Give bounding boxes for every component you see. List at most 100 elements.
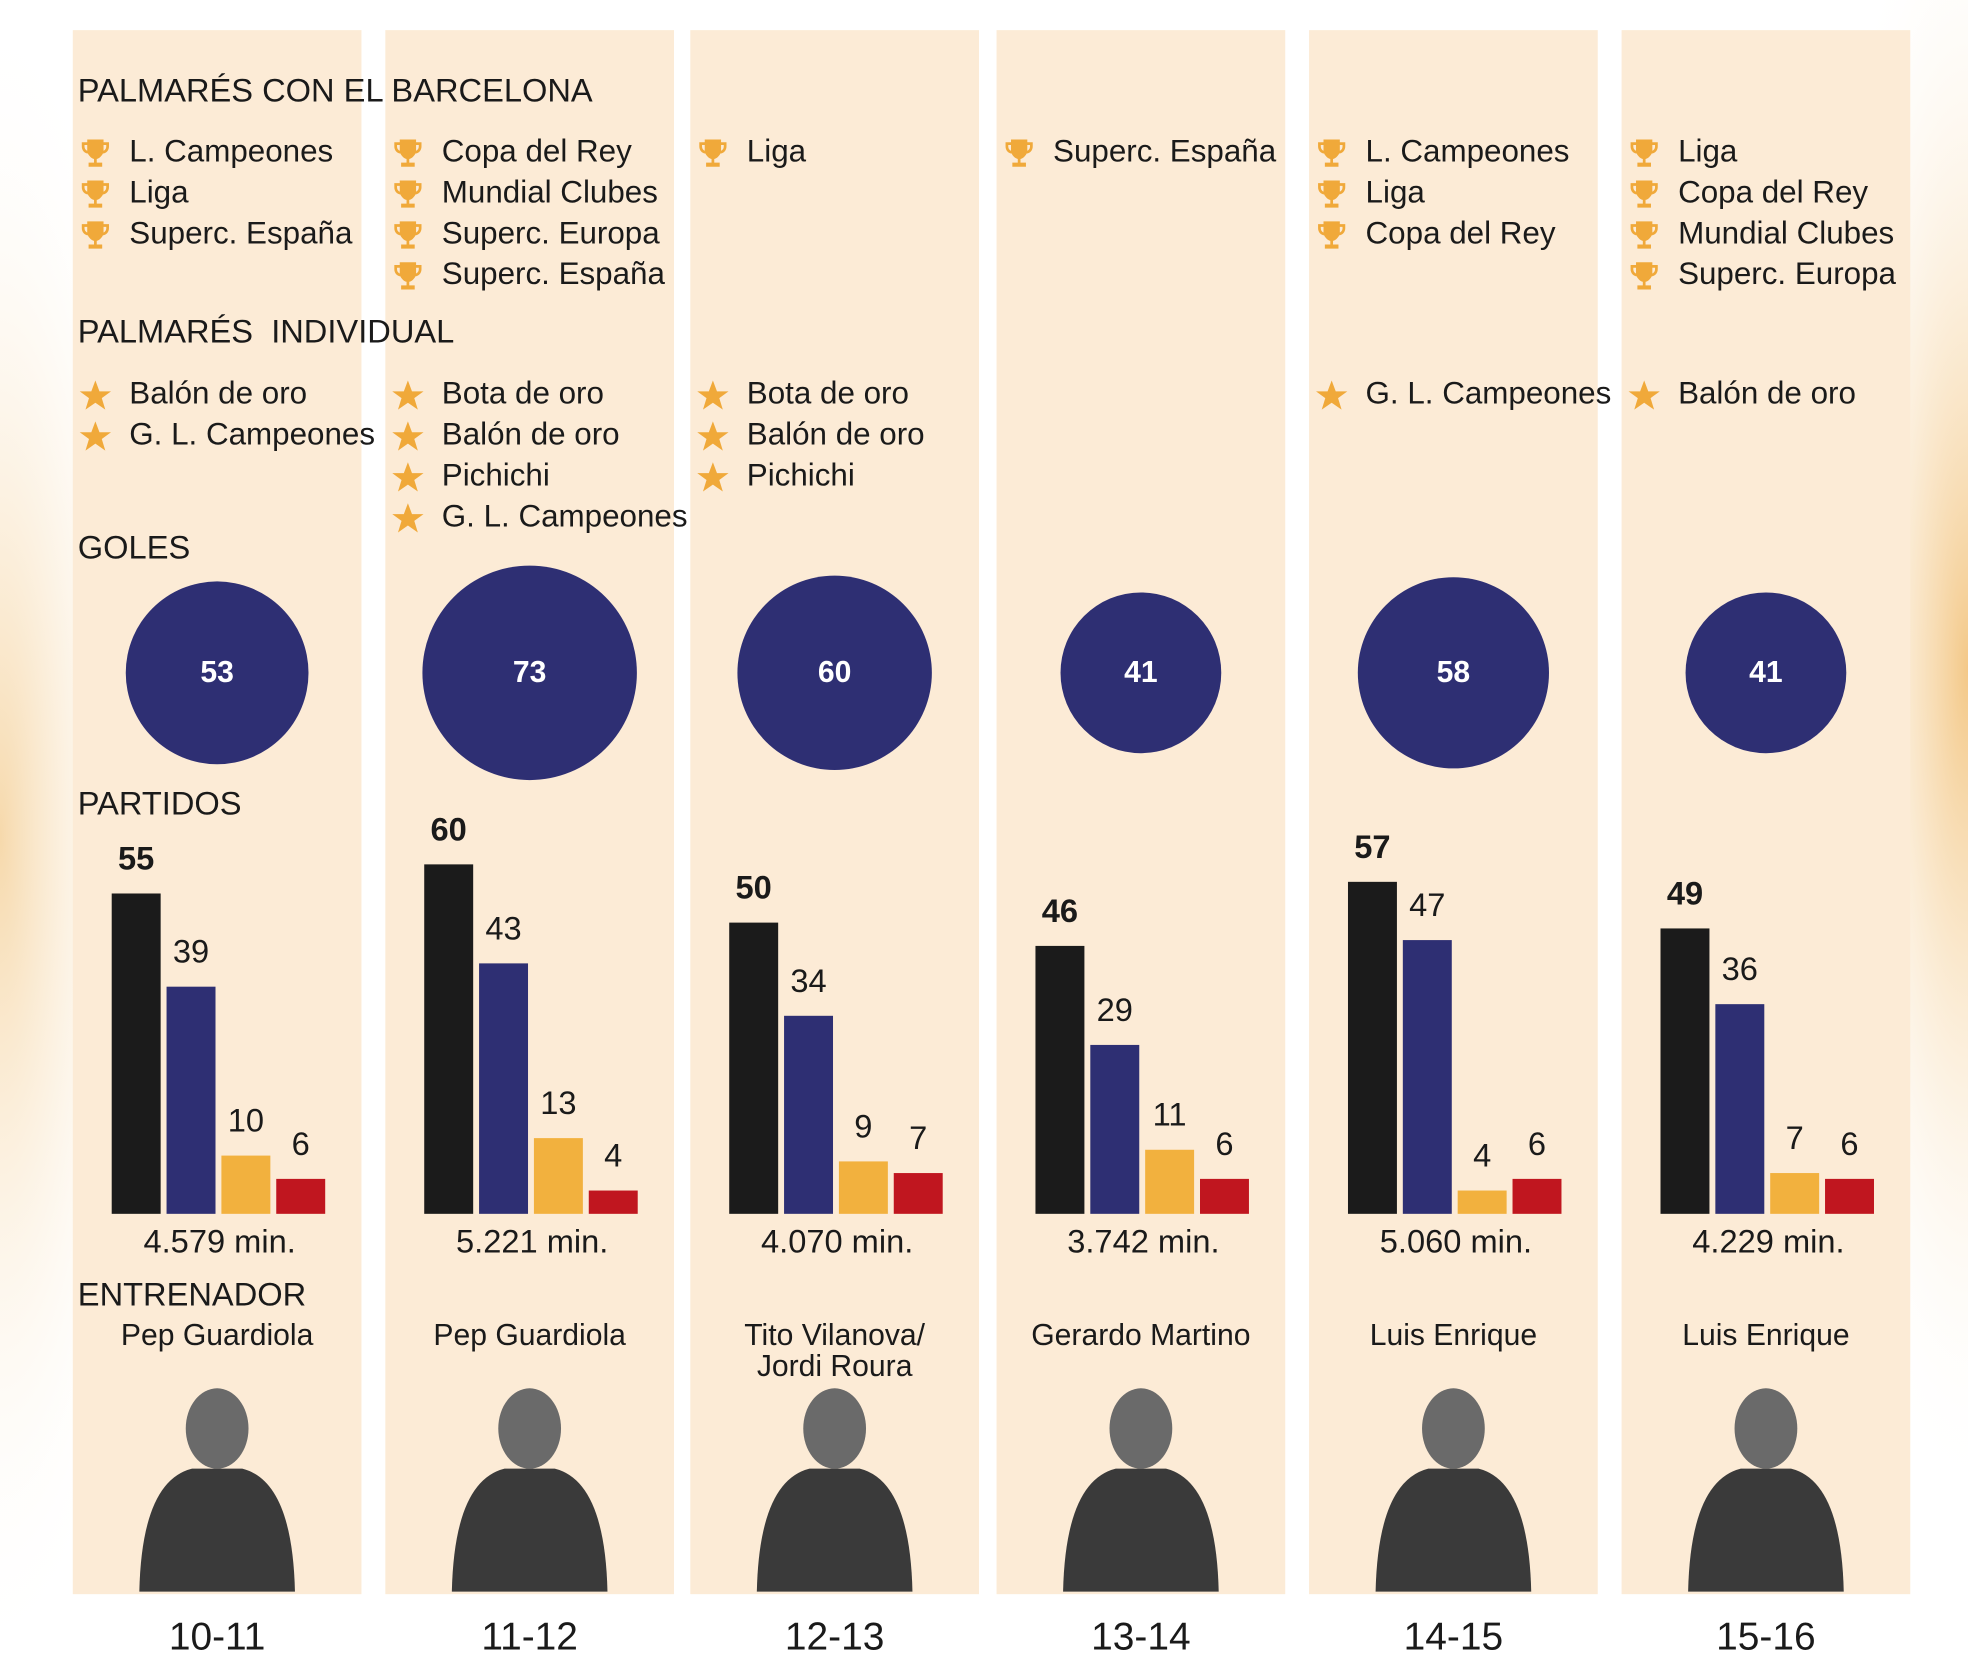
season-column	[1309, 30, 1598, 1595]
season-label: 13-14	[1091, 1616, 1191, 1659]
club-title: Liga	[1366, 174, 1426, 209]
goals-label: 41	[1124, 656, 1157, 689]
season-column	[996, 30, 1286, 1595]
match-bar	[1090, 1044, 1140, 1214]
match-label: 50	[736, 869, 772, 906]
coach-photo	[756, 1468, 913, 1592]
goals-label: 58	[1437, 656, 1470, 689]
match-bar	[1770, 1173, 1820, 1214]
goals-label: 53	[200, 656, 233, 689]
season-label: 15-16	[1716, 1616, 1816, 1659]
heading-coach: ENTRENADOR	[78, 1275, 306, 1312]
match-label: 49	[1667, 874, 1703, 911]
coach-photo-head	[498, 1388, 562, 1469]
match-bar	[1347, 881, 1397, 1214]
club-title: Superc. Europa	[442, 215, 660, 250]
minutes-label: 5.221 min.	[456, 1223, 608, 1260]
individual-title: Balón de oro	[442, 417, 620, 452]
heading-goals: GOLES	[78, 528, 190, 565]
season-label: 10-11	[169, 1616, 266, 1659]
match-label: 43	[485, 909, 521, 946]
match-bar	[111, 893, 161, 1214]
coach-name: Luis Enrique	[1682, 1319, 1849, 1352]
match-label: 39	[173, 933, 209, 970]
coach-photo-head	[185, 1388, 249, 1469]
match-bar	[1660, 928, 1710, 1214]
match-bar	[1825, 1178, 1874, 1214]
club-title: Copa del Rey	[1678, 174, 1868, 209]
match-bar	[1145, 1149, 1195, 1214]
coach-photo	[451, 1468, 608, 1592]
coach-photo-head	[1109, 1388, 1173, 1469]
individual-title: Balón de oro	[747, 417, 925, 452]
individual-title: Pichichi	[442, 458, 550, 493]
coach-photo-head	[1422, 1388, 1485, 1469]
match-bar	[533, 1138, 583, 1214]
coach-photo-head	[803, 1388, 867, 1469]
match-bar	[166, 986, 216, 1214]
goals-bubble	[737, 575, 932, 771]
club-title: Liga	[747, 133, 807, 168]
goals-bubble	[1357, 577, 1549, 769]
match-bar	[1200, 1178, 1249, 1214]
match-label: 6	[292, 1125, 310, 1162]
club-title: Mundial Clubes	[1678, 215, 1894, 250]
individual-title: Pichichi	[747, 458, 855, 493]
club-title: L. Campeones	[129, 133, 333, 168]
club-title: Copa del Rey	[1366, 215, 1556, 250]
individual-title: G. L. Campeones	[1366, 376, 1612, 411]
match-label: 55	[118, 839, 154, 876]
match-label: 34	[790, 962, 826, 999]
club-title: Superc. Europa	[1678, 256, 1896, 291]
individual-title: Bota de oro	[442, 376, 604, 411]
match-label: 6	[1215, 1125, 1233, 1162]
match-label: 6	[1840, 1125, 1858, 1162]
match-bar	[221, 1155, 271, 1214]
club-title: Superc. España	[129, 215, 353, 250]
match-label: 29	[1097, 991, 1133, 1028]
goals-label: 41	[1749, 656, 1782, 689]
goals-bubble	[1060, 592, 1222, 754]
match-bar	[893, 1173, 943, 1214]
heading-matches: PARTIDOS	[78, 784, 242, 821]
season-column	[690, 30, 979, 1595]
match-label: 4	[1473, 1137, 1491, 1174]
goals-bubble	[422, 565, 637, 781]
match-bar	[729, 922, 779, 1214]
match-bar	[1035, 945, 1085, 1214]
coach-name: Luis Enrique	[1370, 1319, 1537, 1352]
club-title: Superc. España	[442, 256, 666, 291]
heading-club: PALMARÉS CON EL BARCELONA	[78, 72, 593, 109]
coach-photo	[1063, 1468, 1219, 1592]
match-label: 6	[1528, 1125, 1546, 1162]
match-bar	[784, 1015, 834, 1214]
minutes-label: 4.070 min.	[761, 1223, 913, 1260]
goals-label: 60	[818, 656, 851, 689]
season-label: 11-12	[481, 1616, 578, 1659]
individual-title: Bota de oro	[747, 376, 909, 411]
club-title: Liga	[1678, 133, 1738, 168]
content: L. Campeones Liga Superc. España Balón de o…	[79, 133, 1897, 1659]
individual-title: G. L. Campeones	[442, 498, 688, 533]
individual-title: G. L. Campeones	[129, 417, 375, 452]
match-bar	[1512, 1178, 1562, 1214]
match-label: 9	[854, 1107, 872, 1144]
coach-name: Pep Guardiola	[121, 1319, 314, 1352]
coach-photo	[1375, 1468, 1532, 1592]
match-bar	[1402, 940, 1452, 1214]
match-label: 46	[1042, 892, 1078, 929]
match-bar	[479, 963, 529, 1214]
match-label: 13	[540, 1084, 576, 1121]
match-label: 7	[1786, 1119, 1804, 1156]
season-column	[1621, 30, 1911, 1595]
club-title: Mundial Clubes	[442, 174, 658, 209]
match-bar	[424, 864, 474, 1214]
coach-name: Tito Vilanova/	[744, 1319, 925, 1352]
match-label: 57	[1354, 828, 1390, 865]
match-bar	[838, 1161, 888, 1214]
match-bar	[276, 1178, 326, 1214]
match-bar	[1457, 1190, 1507, 1214]
match-label: 11	[1153, 1096, 1187, 1133]
heading-individual: PALMARÉS INDIVIDUAL	[78, 313, 454, 350]
